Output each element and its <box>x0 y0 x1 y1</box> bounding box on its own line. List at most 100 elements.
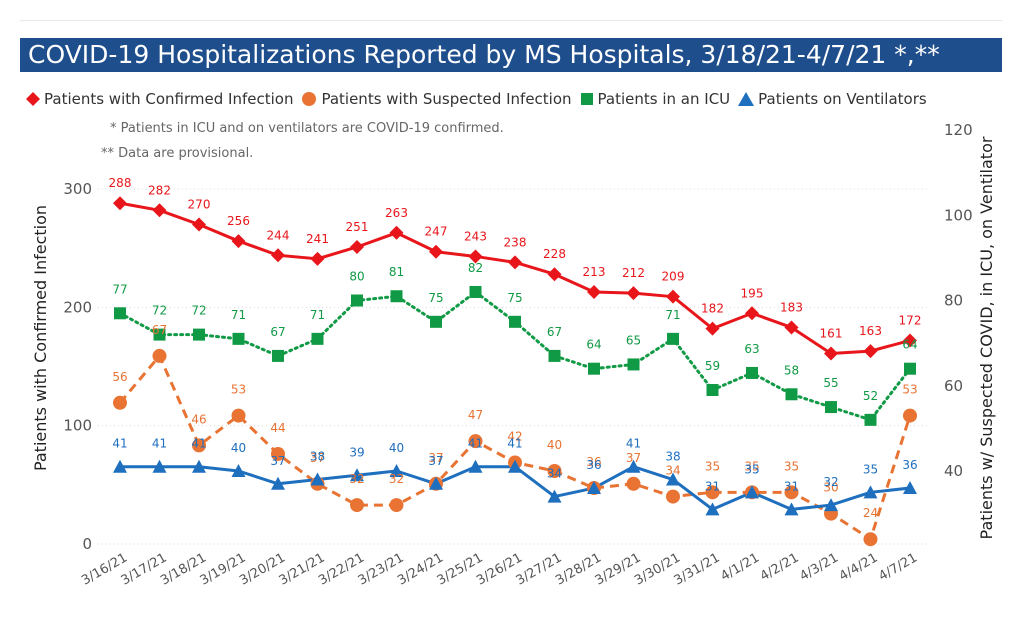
data-label-confirmed: 288 <box>109 176 132 190</box>
x-tick-label: 4/2/21 <box>758 550 802 584</box>
circle-icon <box>302 92 317 106</box>
data-label-icu: 67 <box>270 325 285 339</box>
legend-item-confirmed[interactable]: Patients with Confirmed Infection <box>26 90 293 108</box>
data-point-vent <box>903 481 917 495</box>
data-point-vent <box>626 459 641 473</box>
data-point-suspected <box>389 498 404 513</box>
legend-item-suspected[interactable]: Patients with Suspected Infection <box>301 90 572 108</box>
data-label-icu: 64 <box>902 338 917 352</box>
data-point-icu <box>232 332 245 345</box>
data-point-confirmed <box>508 255 522 270</box>
data-point-vent <box>824 498 838 512</box>
data-label-confirmed: 161 <box>820 326 843 340</box>
data-point-suspected <box>705 485 720 500</box>
y-axis-title-left: Patients with Confirmed Infection <box>31 205 50 471</box>
triangle-icon <box>738 92 755 106</box>
legend-item-icu[interactable]: Patients in an ICU <box>580 90 731 108</box>
data-point-confirmed <box>271 248 285 263</box>
legend: Patients with Confirmed Infection Patien… <box>26 88 935 110</box>
data-label-vent: 37 <box>270 454 285 468</box>
data-point-icu <box>548 349 561 362</box>
y-tick-left: 200 <box>63 298 92 316</box>
data-point-confirmed <box>310 251 325 266</box>
data-point-confirmed <box>192 217 206 232</box>
data-point-icu <box>390 290 403 303</box>
data-label-confirmed: 213 <box>583 265 606 279</box>
data-label-confirmed: 270 <box>188 198 211 212</box>
data-point-vent <box>310 472 325 486</box>
data-label-icu: 71 <box>231 308 246 322</box>
x-tick-label: 4/7/21 <box>876 550 920 584</box>
data-label-confirmed: 172 <box>899 313 922 327</box>
data-point-icu <box>667 332 679 345</box>
data-point-confirmed <box>784 320 799 335</box>
data-point-confirmed <box>468 249 483 264</box>
data-label-confirmed: 228 <box>543 247 566 261</box>
data-label-vent: 31 <box>705 479 720 493</box>
data-label-confirmed: 209 <box>662 270 685 284</box>
data-point-suspected <box>626 476 641 491</box>
data-point-vent <box>468 459 483 473</box>
legend-label-confirmed: Patients with Confirmed Infection <box>44 90 294 108</box>
data-label-vent: 35 <box>863 462 878 476</box>
data-point-icu <box>509 315 521 328</box>
square-icon <box>580 93 593 105</box>
y-tick-right: 80 <box>944 292 963 310</box>
y-axis-title-right: Patients w/ Suspected COVID, in ICU, on … <box>977 136 996 539</box>
data-label-vent: 41 <box>507 437 522 451</box>
data-point-vent <box>231 464 246 477</box>
data-label-vent: 40 <box>389 441 404 455</box>
data-point-icu <box>785 388 798 401</box>
data-label-confirmed: 244 <box>267 228 290 242</box>
data-point-confirmed <box>587 284 601 299</box>
data-label-vent: 41 <box>152 437 167 451</box>
data-point-vent <box>350 468 364 482</box>
top-divider <box>20 20 1002 21</box>
data-label-suspected: 53 <box>902 383 917 397</box>
data-label-icu: 59 <box>705 359 720 373</box>
data-label-confirmed: 195 <box>741 286 764 300</box>
x-tick-label: 3/31/21 <box>672 550 723 588</box>
data-point-vent <box>863 485 878 499</box>
data-point-suspected <box>152 348 167 363</box>
data-point-confirmed <box>626 286 641 301</box>
data-point-confirmed <box>705 321 720 336</box>
legend-label-icu: Patients in an ICU <box>597 90 731 108</box>
data-label-suspected: 30 <box>823 481 838 495</box>
data-label-confirmed: 282 <box>148 183 171 197</box>
y-tick-right: 100 <box>944 206 973 224</box>
data-point-vent <box>547 489 562 503</box>
data-point-icu <box>588 362 600 375</box>
data-point-icu <box>864 413 877 426</box>
data-point-confirmed <box>745 306 759 321</box>
data-point-icu <box>351 294 363 307</box>
legend-label-vent: Patients on Ventilators <box>758 90 927 108</box>
data-point-confirmed <box>429 244 443 259</box>
data-label-suspected: 35 <box>744 459 759 473</box>
data-point-suspected <box>666 489 680 504</box>
data-label-vent: 41 <box>626 437 641 451</box>
note-provisional: ** Data are provisional. <box>101 146 254 161</box>
data-label-suspected: 53 <box>231 383 246 397</box>
data-label-icu: 77 <box>112 282 127 296</box>
data-label-suspected: 36 <box>586 455 601 469</box>
data-point-confirmed <box>903 333 917 348</box>
data-label-icu: 81 <box>389 265 404 279</box>
legend-item-vent[interactable]: Patients on Ventilators <box>738 90 927 108</box>
data-point-vent <box>192 459 206 473</box>
data-label-suspected: 42 <box>507 429 522 443</box>
data-label-confirmed: 183 <box>780 300 803 314</box>
data-point-vent <box>745 485 759 499</box>
data-point-vent <box>705 502 720 516</box>
data-point-vent <box>666 472 680 486</box>
data-label-suspected: 35 <box>784 459 799 473</box>
data-label-vent: 36 <box>902 458 917 472</box>
data-point-confirmed <box>113 196 127 211</box>
data-label-confirmed: 163 <box>859 324 882 338</box>
data-point-confirmed <box>547 267 562 282</box>
data-label-icu: 65 <box>626 333 641 347</box>
y-tick-right: 40 <box>944 462 963 480</box>
data-label-vent: 35 <box>744 462 759 476</box>
data-label-suspected: 32 <box>349 472 364 486</box>
